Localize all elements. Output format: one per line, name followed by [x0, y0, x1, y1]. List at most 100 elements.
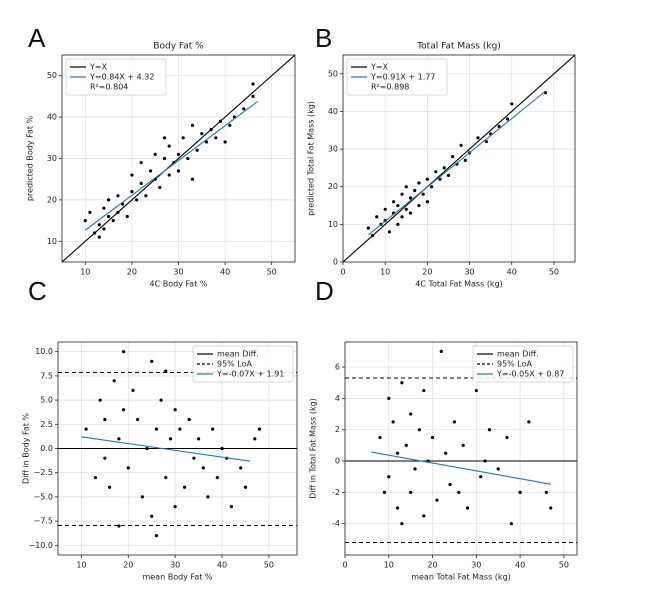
point [159, 398, 163, 402]
point [395, 451, 400, 455]
y-tick-label: 50 [47, 71, 57, 80]
point [413, 188, 417, 193]
point [192, 456, 196, 460]
point [150, 514, 154, 518]
point [223, 140, 227, 144]
point [164, 369, 168, 373]
point [214, 136, 218, 140]
point [442, 166, 446, 170]
point [451, 155, 455, 159]
point [396, 203, 400, 208]
x-axis-label: 4C Total Fat Mass (kg) [415, 280, 503, 289]
x-tick-label: 30 [170, 561, 180, 570]
x-tick-label: 10 [380, 268, 390, 277]
point [167, 173, 171, 177]
point [421, 192, 425, 196]
point [461, 443, 465, 447]
plot-frame [61, 54, 296, 263]
point [387, 475, 391, 479]
legend-box [192, 345, 294, 383]
point [484, 139, 489, 144]
legend-label: Y=0.84X + 4.32 [89, 73, 154, 82]
point [395, 506, 400, 510]
point [204, 140, 209, 144]
point [382, 490, 386, 494]
point [178, 427, 182, 431]
legend-box [346, 58, 448, 96]
y-tick-label: 30 [328, 145, 338, 154]
point [201, 466, 205, 470]
legend-label: Y=-0.07X + 1.91 [216, 370, 284, 379]
legend-label: Y=0.91X + 1.77 [370, 73, 435, 82]
x-tick-label: 10 [80, 268, 90, 277]
chart-title: Total Fat Mass (kg) [416, 42, 501, 52]
point [168, 437, 173, 441]
legend-box [472, 345, 574, 383]
point [408, 196, 413, 200]
y-axis-label: Diff in Total Fat Mass (kg) [309, 398, 318, 499]
x-tick-label: 30 [173, 268, 183, 277]
x-tick-label: 0 [342, 561, 347, 570]
point [253, 437, 257, 441]
y-tick-label: −2.5 [34, 468, 53, 477]
panel-label: D [315, 276, 334, 306]
x-tick-label: 30 [464, 268, 474, 277]
panel-label: A [28, 23, 46, 53]
point [400, 215, 404, 219]
point [176, 152, 181, 156]
point [187, 417, 191, 422]
point [242, 107, 246, 111]
point [98, 398, 102, 402]
point [404, 207, 408, 211]
x-axis-label: mean Body Fat % [142, 573, 212, 582]
point [140, 495, 144, 499]
y-tick-label: 2.5 [40, 420, 53, 429]
point [97, 235, 101, 239]
point [116, 194, 120, 198]
point [417, 428, 422, 432]
point [229, 504, 233, 509]
point [391, 420, 395, 424]
point [130, 173, 134, 177]
legend-label: mean Diff. [497, 350, 539, 359]
x-tick-label: 50 [559, 561, 569, 570]
y-tick-label: 2 [335, 425, 340, 434]
point [83, 219, 87, 223]
point [164, 475, 168, 480]
point [97, 223, 101, 227]
point [107, 198, 111, 202]
point [549, 506, 553, 510]
fit-line [62, 55, 295, 262]
fit-line [367, 90, 546, 236]
panel-label: C [28, 276, 47, 306]
chart-title: Body Fat % [153, 42, 204, 52]
point [425, 177, 429, 181]
fit-line [81, 436, 251, 462]
point [122, 350, 126, 354]
point [173, 504, 177, 509]
point [378, 435, 382, 440]
y-tick-label: 40 [328, 107, 338, 116]
x-axis-label: mean Total Fat Mass (kg) [411, 573, 511, 582]
y-tick-label: -2 [332, 488, 340, 497]
fit-line [84, 100, 259, 231]
point [139, 181, 143, 185]
y-axis-label: predicted Body Fat % [26, 115, 35, 201]
y-tick-label: −10.0 [28, 541, 53, 550]
point [518, 490, 522, 494]
plot-frame [342, 54, 576, 263]
point [251, 82, 255, 86]
point [465, 506, 470, 510]
x-tick-label: 40 [507, 268, 517, 277]
point [509, 522, 513, 526]
point [400, 522, 404, 526]
panel-label: B [315, 23, 332, 53]
point [176, 169, 181, 173]
point [434, 170, 438, 174]
legend-label: mean Diff. [217, 350, 259, 359]
point [430, 435, 435, 440]
legend-label: Y=-0.05X + 0.87 [496, 370, 564, 379]
legend-label: R²=0.898 [371, 83, 409, 92]
plot-area [343, 55, 575, 262]
